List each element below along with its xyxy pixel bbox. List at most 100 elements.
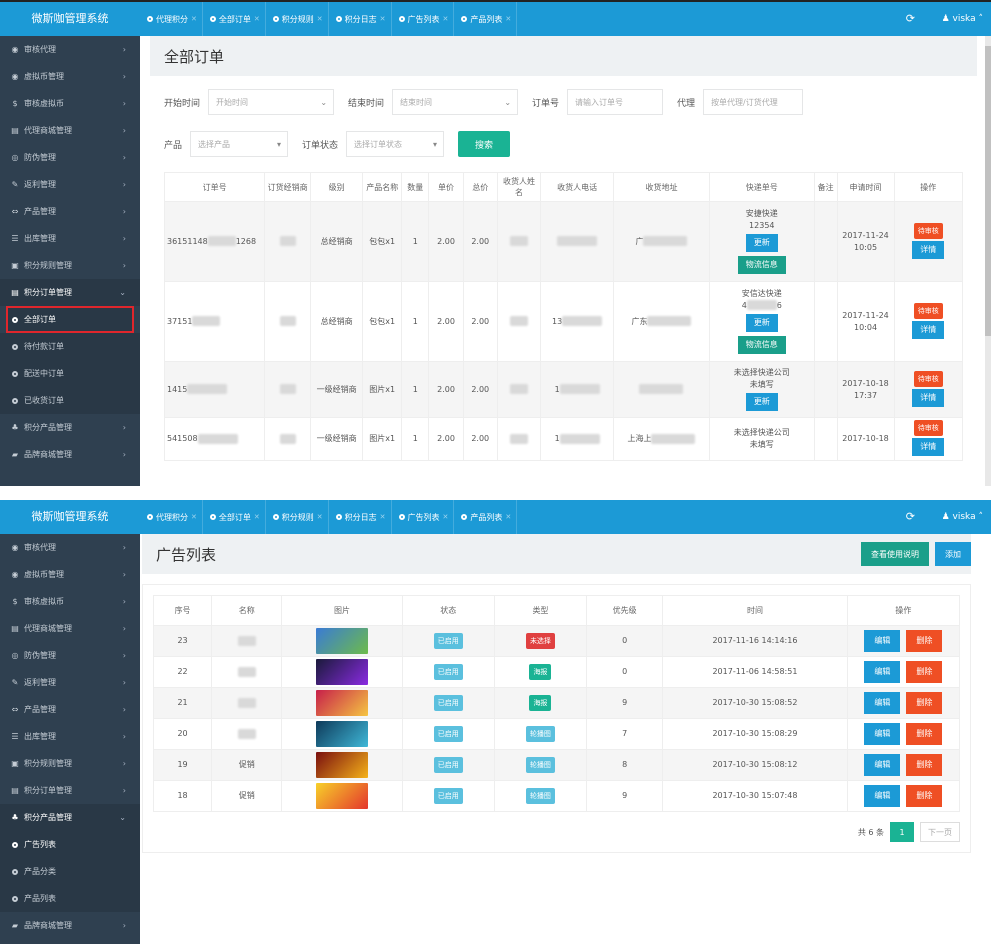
close-icon[interactable]: ✕: [316, 513, 323, 521]
close-icon[interactable]: ✕: [191, 513, 197, 521]
tab-item[interactable]: 代理积分 ✕: [140, 500, 203, 534]
delete-button[interactable]: 删除: [906, 785, 943, 807]
sidebar-item[interactable]: ▣ 积分规则管理 ›: [0, 252, 140, 279]
chevron-down-icon: ⌄: [320, 97, 328, 107]
sidebar-item[interactable]: ▤ 积分订单管理 ⌄: [0, 279, 140, 306]
page-title: 广告列表: [156, 545, 217, 564]
tab-item[interactable]: 广告列表 ✕: [392, 2, 455, 36]
sidebar-item[interactable]: ◎ 防伪管理 ›: [0, 642, 140, 669]
sidebar-item[interactable]: ▤ 代理商城管理 ›: [0, 615, 140, 642]
sidebar-subitem[interactable]: 产品列表: [0, 885, 140, 912]
sidebar-item[interactable]: ◉ 虚拟币管理 ›: [0, 561, 140, 588]
page-1-button[interactable]: 1: [890, 822, 914, 842]
delete-button[interactable]: 删除: [906, 692, 943, 714]
close-icon[interactable]: ✕: [316, 15, 323, 23]
sidebar-item[interactable]: ⇔ 产品管理 ›: [0, 198, 140, 225]
edit-button[interactable]: 编辑: [864, 661, 901, 683]
delete-button[interactable]: 删除: [906, 630, 943, 652]
edit-button[interactable]: 编辑: [864, 754, 901, 776]
sidebar-item[interactable]: ▰ 品牌商城管理 ›: [0, 441, 140, 468]
add-button[interactable]: 添加: [935, 542, 971, 566]
apply-time: 2017-11-24 10:05: [842, 230, 889, 252]
close-icon[interactable]: ✕: [442, 513, 449, 521]
sidebar-item[interactable]: ▣ 积分规则管理 ›: [0, 750, 140, 777]
tab-item[interactable]: 广告列表 ✕: [392, 500, 455, 534]
sidebar-item[interactable]: ✎ 返利管理 ›: [0, 171, 140, 198]
tab-item[interactable]: 产品列表 ✕: [454, 500, 518, 534]
close-icon[interactable]: ✕: [253, 513, 260, 521]
end-time-select[interactable]: 结束时间 ⌄: [392, 89, 519, 115]
sidebar-item[interactable]: ▤ 代理商城管理 ›: [0, 117, 140, 144]
sidebar-subitem[interactable]: 配送中订单: [0, 360, 140, 387]
tab-item[interactable]: 积分规则 ✕: [266, 2, 329, 36]
user-menu[interactable]: ♟ viska ˄: [942, 500, 983, 534]
sidebar-item[interactable]: ☰ 出库管理 ›: [0, 225, 140, 252]
sidebar-subitem[interactable]: 待付款订单: [0, 333, 140, 360]
sidebar-item[interactable]: ♣ 积分产品管理 ›: [0, 414, 140, 441]
menu-icon: ◉: [11, 570, 19, 579]
delete-button[interactable]: 删除: [906, 754, 943, 776]
tab-item[interactable]: 全部订单 ✕: [203, 500, 266, 534]
start-time-select[interactable]: 开始时间 ⌄: [208, 89, 335, 115]
user-menu[interactable]: ♟ viska ˄: [942, 2, 983, 36]
edit-button[interactable]: 编辑: [864, 723, 901, 745]
tab-item[interactable]: 积分日志 ✕: [329, 2, 392, 36]
close-icon[interactable]: ✕: [379, 513, 386, 521]
scrollbar[interactable]: [985, 36, 991, 486]
update-button[interactable]: 更新: [745, 313, 778, 332]
close-icon[interactable]: ✕: [505, 15, 512, 23]
sidebar-item[interactable]: ◉ 审核代理 ›: [0, 36, 140, 63]
redacted-block: [509, 236, 528, 246]
order-no-input[interactable]: 请输入订单号: [567, 89, 664, 115]
update-button[interactable]: 更新: [745, 392, 778, 411]
sidebar-subitem[interactable]: 已收货订单: [0, 387, 140, 414]
tab-item[interactable]: 产品列表 ✕: [454, 2, 518, 36]
help-button[interactable]: 查看使用说明: [861, 542, 929, 566]
detail-button[interactable]: 详情: [912, 320, 945, 339]
close-icon[interactable]: ✕: [379, 15, 386, 23]
close-icon[interactable]: ✕: [442, 15, 449, 23]
sidebar-item[interactable]: ◉ 审核代理 ›: [0, 534, 140, 561]
delete-button[interactable]: 删除: [906, 723, 943, 745]
edit-button[interactable]: 编辑: [864, 785, 901, 807]
sidebar-item[interactable]: ☰ 出库管理 ›: [0, 723, 140, 750]
sidebar-subitem[interactable]: 广告列表: [0, 831, 140, 858]
sidebar-item[interactable]: ▰ 品牌商城管理 ›: [0, 912, 140, 939]
refresh-icon[interactable]: ⟳: [905, 12, 915, 25]
status-select[interactable]: 选择订单状态 ▾: [346, 131, 445, 157]
tab-item[interactable]: 积分日志 ✕: [329, 500, 392, 534]
detail-button[interactable]: 详情: [912, 240, 945, 259]
sidebar-item[interactable]: ▤ 积分订单管理 ›: [0, 777, 140, 804]
product-select[interactable]: 选择产品 ▾: [190, 131, 289, 157]
update-button[interactable]: 更新: [745, 233, 778, 252]
sidebar-item[interactable]: ◉ 虚拟币管理 ›: [0, 63, 140, 90]
next-page-button[interactable]: 下一页: [920, 822, 960, 842]
tab-item[interactable]: 代理积分 ✕: [140, 2, 203, 36]
detail-button[interactable]: 详情: [912, 438, 945, 456]
detail-button[interactable]: 详情: [912, 388, 945, 407]
search-button[interactable]: 搜索: [458, 131, 511, 157]
sidebar-item[interactable]: ◎ 防伪管理 ›: [0, 144, 140, 171]
sidebar-item[interactable]: ✎ 返利管理 ›: [0, 669, 140, 696]
menu-icon: ◉: [11, 45, 19, 54]
sidebar-item[interactable]: $ 审核虚拟币 ›: [0, 588, 140, 615]
refresh-icon[interactable]: ⟳: [905, 510, 915, 523]
close-icon[interactable]: ✕: [253, 15, 260, 23]
edit-button[interactable]: 编辑: [864, 630, 901, 652]
logistics-button[interactable]: 物流信息: [737, 335, 786, 354]
tab-item[interactable]: 积分规则 ✕: [266, 500, 329, 534]
edit-button[interactable]: 编辑: [864, 692, 901, 714]
agent-input[interactable]: 按单代理/订货代理: [703, 89, 804, 115]
scrollbar-thumb[interactable]: [985, 46, 991, 336]
sidebar-item[interactable]: ♣ 积分产品管理 ⌄: [0, 804, 140, 831]
priority: 9: [622, 698, 628, 707]
sidebar-item[interactable]: ⇔ 产品管理 ›: [0, 696, 140, 723]
close-icon[interactable]: ✕: [505, 513, 512, 521]
close-icon[interactable]: ✕: [191, 15, 197, 23]
delete-button[interactable]: 删除: [906, 661, 943, 683]
sidebar-item[interactable]: $ 审核虚拟币 ›: [0, 90, 140, 117]
logistics-button[interactable]: 物流信息: [737, 255, 786, 274]
sidebar-subitem[interactable]: 全部订单: [6, 306, 134, 333]
sidebar-subitem[interactable]: 产品分类: [0, 858, 140, 885]
tab-item[interactable]: 全部订单 ✕: [203, 2, 266, 36]
